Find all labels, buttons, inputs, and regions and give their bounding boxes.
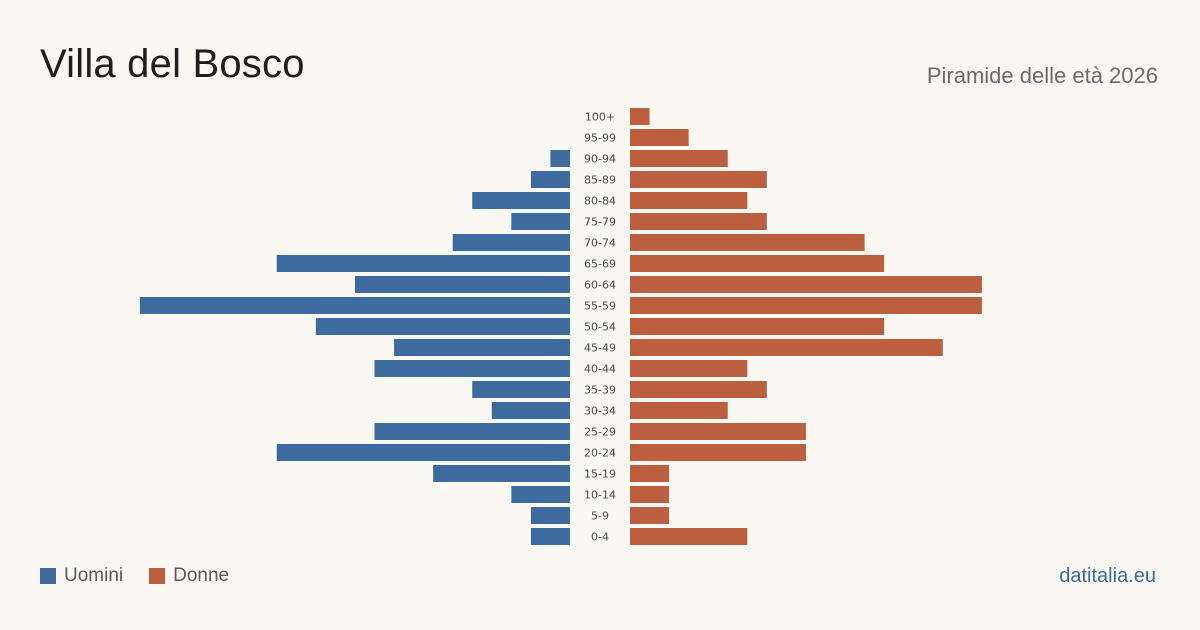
age-label-40-44: 40-44: [584, 363, 616, 376]
legend-swatch-men: [40, 568, 56, 584]
bar-men-75-79: [511, 213, 570, 230]
legend-label-men: Uomini: [64, 565, 124, 586]
bar-women-45-49: [630, 339, 943, 356]
bar-men-30-34: [491, 402, 570, 419]
bar-women-95-99: [630, 129, 689, 146]
bar-men-70-74: [452, 234, 570, 251]
chart-title: Villa del Bosco: [40, 42, 305, 86]
bar-men-85-89: [530, 171, 570, 188]
legend: Uomini Donne: [40, 565, 229, 587]
bar-women-70-74: [630, 234, 865, 251]
age-label-45-49: 45-49: [584, 342, 616, 355]
legend-item-men: Uomini: [40, 565, 123, 587]
bar-men-0-4: [530, 528, 570, 545]
bar-women-65-69: [630, 255, 885, 272]
age-label-75-79: 75-79: [584, 216, 616, 229]
age-label-25-29: 25-29: [584, 426, 616, 439]
age-label-85-89: 85-89: [584, 174, 616, 187]
age-label-0-4: 0-4: [591, 531, 609, 544]
age-label-80-84: 80-84: [584, 195, 616, 208]
age-label-5-9: 5-9: [591, 510, 609, 523]
bar-women-15-19: [630, 465, 670, 482]
bar-women-0-4: [630, 528, 748, 545]
bar-women-60-64: [630, 276, 982, 293]
bar-men-50-54: [315, 318, 570, 335]
bar-men-10-14: [511, 486, 570, 503]
bar-women-90-94: [630, 150, 728, 167]
bar-men-35-39: [472, 381, 570, 398]
bar-men-5-9: [530, 507, 570, 524]
age-label-90-94: 90-94: [584, 153, 616, 166]
bar-women-25-29: [630, 423, 806, 440]
age-label-65-69: 65-69: [584, 258, 616, 271]
bar-women-80-84: [630, 192, 748, 209]
age-label-10-14: 10-14: [584, 489, 616, 502]
age-label-35-39: 35-39: [584, 384, 616, 397]
bar-men-40-44: [374, 360, 570, 377]
bar-men-25-29: [374, 423, 570, 440]
age-label-20-24: 20-24: [584, 447, 616, 460]
legend-swatch-women: [149, 568, 166, 584]
age-label-50-54: 50-54: [584, 321, 616, 334]
bar-women-35-39: [630, 381, 767, 398]
bar-women-75-79: [630, 213, 767, 230]
bar-women-40-44: [630, 360, 748, 377]
age-label-100plus: 100+: [585, 111, 615, 124]
bar-men-60-64: [354, 276, 570, 293]
age-label-30-34: 30-34: [584, 405, 616, 418]
bar-men-20-24: [276, 444, 570, 461]
bar-women-85-89: [630, 171, 767, 188]
bar-men-80-84: [472, 192, 570, 209]
source-link[interactable]: datitalia.eu: [1059, 565, 1156, 587]
age-label-55-59: 55-59: [584, 300, 616, 313]
age-label-60-64: 60-64: [584, 279, 616, 292]
bar-women-55-59: [630, 297, 982, 314]
bar-women-10-14: [630, 486, 670, 503]
age-label-95-99: 95-99: [584, 132, 616, 145]
legend-label-women: Donne: [173, 565, 230, 586]
bar-women-20-24: [630, 444, 806, 461]
age-label-15-19: 15-19: [584, 468, 616, 481]
age-label-70-74: 70-74: [584, 237, 616, 250]
bar-women-50-54: [630, 318, 885, 335]
bar-men-90-94: [550, 150, 570, 167]
legend-item-women: Donne: [149, 565, 229, 587]
bar-men-55-59: [139, 297, 570, 314]
chart-subtitle: Piramide delle età 2026: [926, 63, 1158, 88]
bar-men-45-49: [394, 339, 570, 356]
population-pyramid-chart: 100+ 95-99 90-94 85-89 80-84 75-79 70-74 65-69 6…: [139, 108, 982, 545]
bar-women-5-9: [630, 507, 670, 524]
bar-women-30-34: [630, 402, 728, 419]
bar-men-65-69: [276, 255, 570, 272]
bar-women-100plus: [630, 108, 650, 125]
bar-men-15-19: [433, 465, 570, 482]
